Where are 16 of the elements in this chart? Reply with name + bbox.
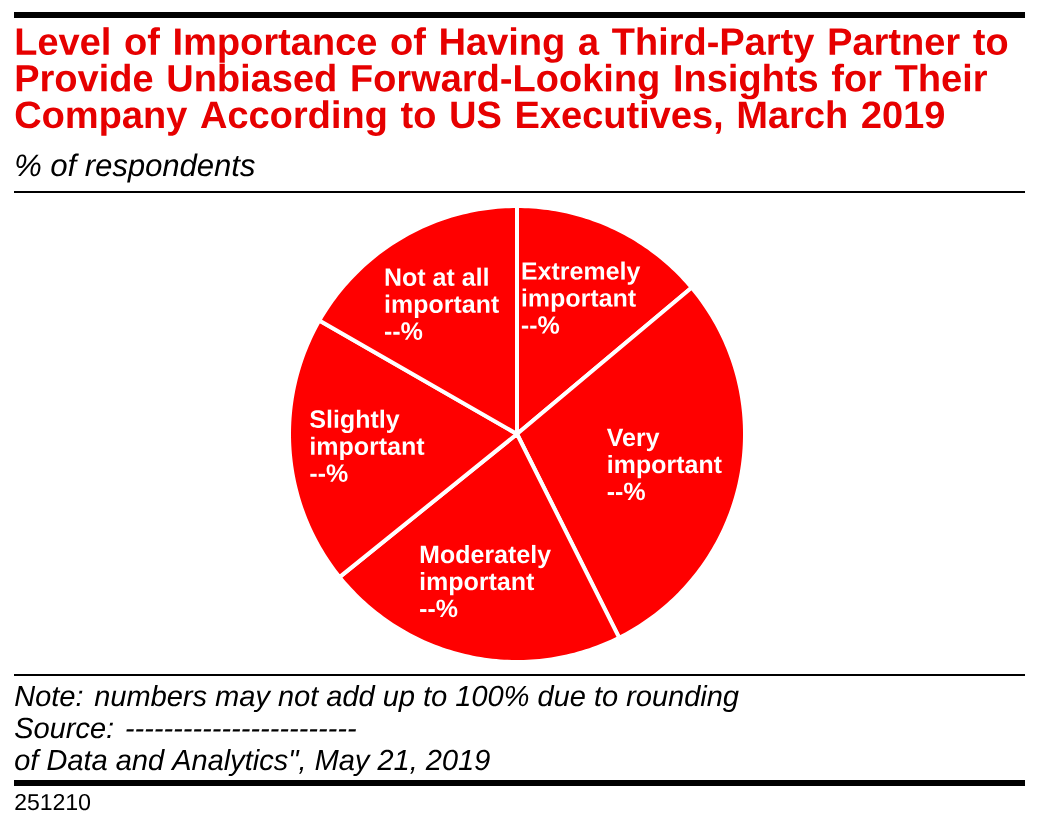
data-label: --% (420, 599, 458, 618)
slice-label: Not at all important (385, 267, 499, 318)
text: 251210 (15, 793, 91, 811)
source-note: Source: ------------------------ (15, 717, 356, 739)
chart-subtitle: % of respondents (16, 153, 255, 183)
slice-label: Slightly important (310, 409, 425, 460)
chart-title: Level of Importance of Having a Third-Party Partner to Provide Unbiased Forward-Looking Insights for Their Company According to US Executives, March 2019 (15, 27, 1008, 136)
text: of Data and Analytics", May 21, 2019 (15, 748, 490, 777)
slice-label: Moderately important (420, 544, 551, 596)
slice-label: Extremely important (522, 261, 641, 312)
data-label: --% (607, 482, 645, 501)
text: Note: numbers may not add up to 100% due to rounding (15, 684, 739, 713)
data-label: --% (384, 322, 423, 340)
data-label: --% (310, 464, 348, 482)
data-label: --% (521, 316, 560, 334)
slice-label: Very important (606, 428, 722, 479)
